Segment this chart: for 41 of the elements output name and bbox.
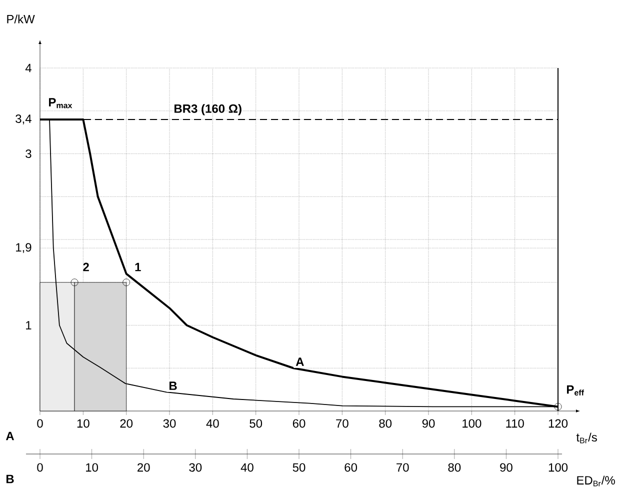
y-tick-label: 3,4: [16, 114, 32, 124]
ref-line-label: BR3 (160 Ω): [174, 104, 242, 116]
x-tick-label: 20: [120, 419, 133, 428]
x2-tick-label: 80: [448, 463, 461, 472]
annotation: P$_{eff}$: [567, 385, 584, 396]
x2-tick-label: 50: [292, 463, 306, 472]
x2-tick-label: 10: [86, 463, 98, 472]
x-tick-label: 60: [292, 419, 306, 428]
annotation: 1: [135, 262, 141, 272]
y-tick-label: 1: [26, 321, 32, 330]
annotation: 2: [83, 262, 89, 272]
x2-tick-label: 70: [396, 463, 409, 472]
series-label: A: [296, 358, 304, 366]
x2-tick-label: 100: [548, 463, 568, 472]
x-tick-label: 30: [163, 419, 176, 428]
x2-tick-label: 40: [240, 463, 254, 472]
x2-tick-label: 90: [500, 463, 512, 472]
x-tick-label: 10: [77, 419, 90, 428]
y-axis-title: P/kW: [7, 14, 35, 24]
text: B: [6, 474, 14, 484]
annotation: P$_{max}$: [49, 98, 72, 108]
x2-tick-label: 0: [37, 463, 43, 472]
x-axis-title: t$_{Br}$/s: [576, 432, 597, 444]
x-tick-label: 70: [336, 419, 348, 428]
x-tick-label: 80: [379, 419, 392, 428]
series-label: B: [169, 382, 177, 390]
x2-axis-title: ED$_{Br}$/%: [577, 476, 615, 486]
x-tick-label: 0: [37, 419, 43, 428]
y-tick-label: 1,9: [16, 243, 32, 254]
text: A: [6, 432, 14, 440]
x-tick-label: 40: [206, 419, 219, 428]
x-tick-label: 90: [422, 419, 435, 428]
y-tick-label: 4: [25, 64, 32, 72]
x-tick-label: 110: [506, 419, 524, 428]
x2-tick-label: 30: [189, 463, 202, 472]
x-tick-label: 100: [462, 419, 482, 428]
x2-tick-label: 60: [344, 463, 358, 472]
x-tick-label: 120: [548, 419, 568, 428]
y-tick-label: 3: [26, 150, 32, 158]
x-tick-label: 50: [250, 419, 262, 428]
x2-tick-label: 20: [138, 463, 150, 472]
